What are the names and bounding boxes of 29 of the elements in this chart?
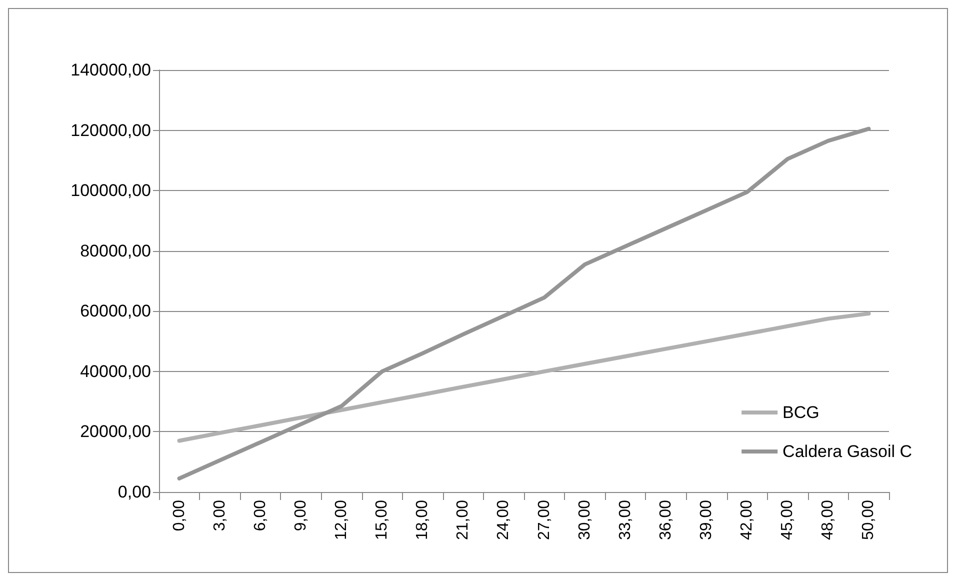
legend-label: BCG xyxy=(782,403,820,422)
y-tick-label: 100000,00 xyxy=(70,181,151,200)
x-tick-label: 9,00 xyxy=(292,500,310,532)
x-tick-label: 39,00 xyxy=(698,500,715,540)
y-tick-label: 60000,00 xyxy=(80,302,151,321)
x-tick-label: 18,00 xyxy=(414,500,432,540)
y-tick-label: 20000,00 xyxy=(80,422,151,442)
x-tick-label: 6,00 xyxy=(252,500,269,532)
y-tick-label: 120000,00 xyxy=(70,120,151,140)
y-tick-label: 40000,00 xyxy=(80,362,151,381)
legend-label: Caldera Gasoil C xyxy=(782,442,912,461)
x-tick-label: 30,00 xyxy=(576,500,594,540)
y-tick-label: 0,00 xyxy=(118,482,151,502)
x-tick-label: 42,00 xyxy=(738,500,756,540)
y-tick-label: 80000,00 xyxy=(80,241,151,260)
x-tick-label: 33,00 xyxy=(616,500,634,540)
x-tick-label: 15,00 xyxy=(374,500,391,540)
x-tick-label: 12,00 xyxy=(333,500,350,540)
y-tick-label: 140000,00 xyxy=(70,60,151,80)
x-tick-label: 50,00 xyxy=(860,500,878,540)
x-tick-label: 0,00 xyxy=(170,500,188,532)
x-tick-label: 48,00 xyxy=(820,500,837,540)
x-tick-label: 24,00 xyxy=(495,500,512,540)
line-series xyxy=(177,312,871,443)
x-tick-label: 45,00 xyxy=(779,500,796,540)
x-tick-label: 21,00 xyxy=(454,500,472,540)
x-tick-label: 27,00 xyxy=(536,500,553,540)
x-tick-label: 3,00 xyxy=(211,500,228,532)
x-tick-label: 36,00 xyxy=(657,500,674,540)
